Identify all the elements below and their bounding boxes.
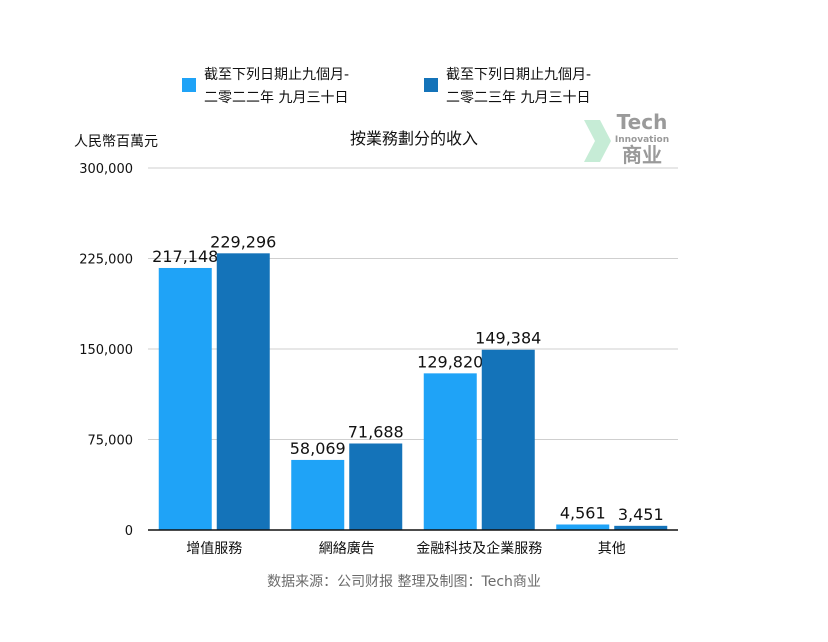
y-tick-label: 75,000 xyxy=(88,434,134,449)
bar-1-1 xyxy=(158,267,212,530)
bar-2-1 xyxy=(216,253,270,530)
bar-1-4 xyxy=(556,524,610,530)
bar-2-2 xyxy=(349,443,403,530)
legend-label-2-line-1: 截至下列日期止九個月- xyxy=(446,67,591,83)
x-tick-label: 其他 xyxy=(598,541,626,557)
legend-swatch-2 xyxy=(424,78,438,92)
y-tick-label: 300,000 xyxy=(79,162,133,177)
data-label: 149,384 xyxy=(475,329,541,348)
watermark-arrow-icon xyxy=(584,120,611,162)
x-tick-label: 網絡廣告 xyxy=(319,540,375,557)
watermark-line1: Tech xyxy=(617,110,668,134)
y-tick-label: 225,000 xyxy=(79,253,133,268)
bar-1-3 xyxy=(423,373,477,530)
data-label: 71,688 xyxy=(348,422,404,441)
source-note: 数据来源：公司财报 整理及制图：Tech商业 xyxy=(267,574,541,590)
data-label: 4,561 xyxy=(560,503,606,522)
data-label: 217,148 xyxy=(152,247,218,266)
y-axis-label: 人民幣百萬元 xyxy=(74,134,158,150)
bar-1-2 xyxy=(291,459,345,530)
y-tick-label: 0 xyxy=(125,524,133,539)
legend-label-1-line-2: 二零二二年 九月三十日 xyxy=(204,90,348,106)
legend-label-1-line-1: 截至下列日期止九個月- xyxy=(204,67,349,83)
y-tick-label: 150,000 xyxy=(79,343,133,358)
watermark-line3: 商业 xyxy=(622,143,662,167)
bar-2-3 xyxy=(481,349,535,530)
data-label: 3,451 xyxy=(618,505,664,524)
data-label: 58,069 xyxy=(290,439,346,458)
bar-2-4 xyxy=(614,525,668,530)
watermark-line2: Innovation xyxy=(615,135,669,145)
data-label: 129,820 xyxy=(417,352,483,371)
legend-swatch-1 xyxy=(182,78,196,92)
chart-title: 按業務劃分的收入 xyxy=(350,129,478,148)
legend-label-2-line-2: 二零二三年 九月三十日 xyxy=(446,90,590,106)
x-tick-label: 金融科技及企業服務 xyxy=(416,540,542,557)
data-label: 229,296 xyxy=(210,232,276,251)
x-tick-label: 增值服務 xyxy=(186,541,242,557)
